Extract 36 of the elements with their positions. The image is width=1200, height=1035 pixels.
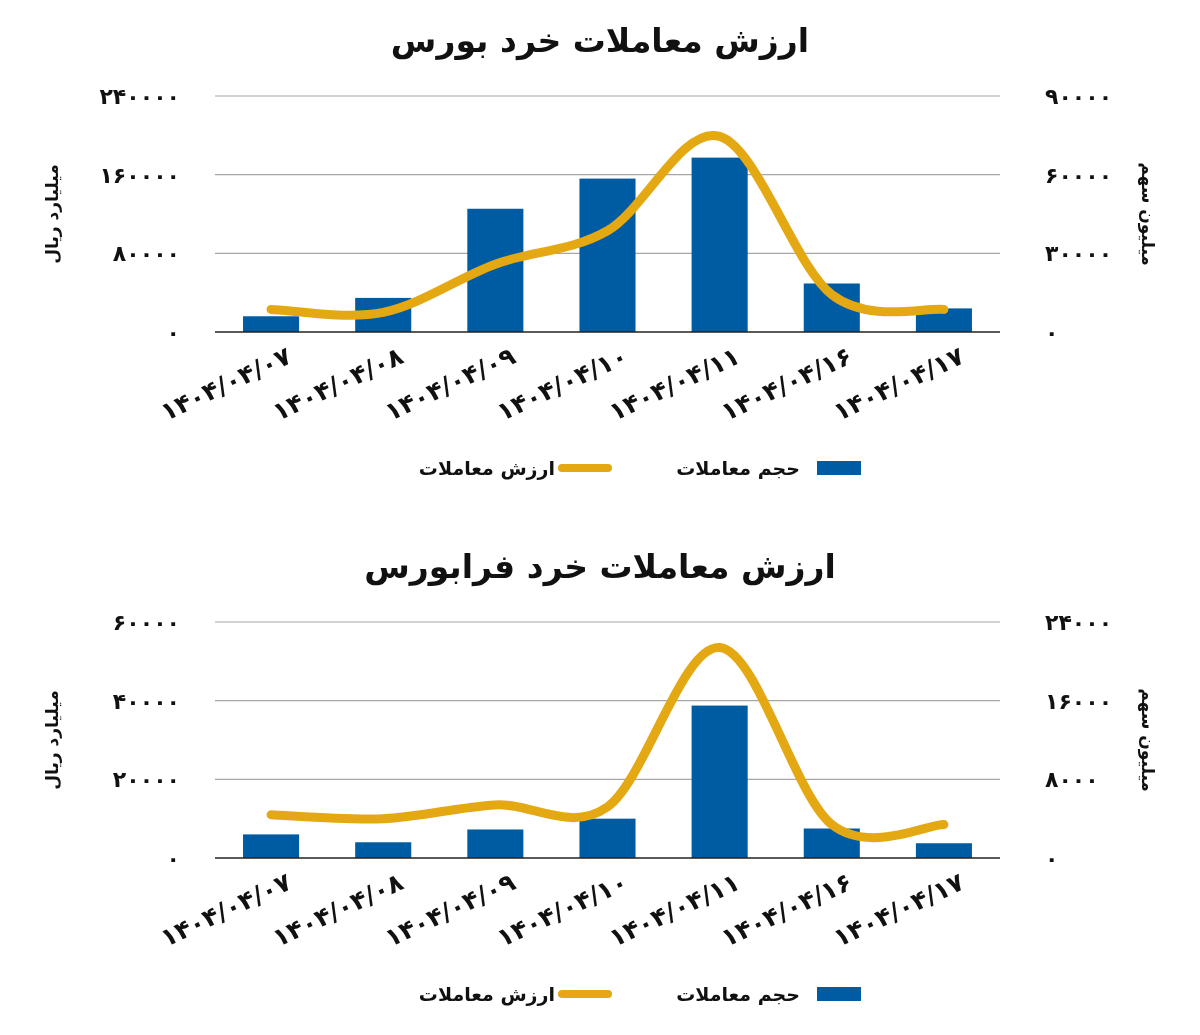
bar: [467, 829, 524, 858]
bar: [691, 157, 748, 332]
chart-title: ارزش معاملات خرد فرابورس: [364, 547, 836, 587]
y-tick-label: ۸۰۰۰۰: [112, 241, 180, 267]
y-axis-title: میلیارد ریال: [42, 690, 62, 790]
y-tick-label: ۶۰۰۰۰: [112, 610, 180, 635]
y2-tick-label: ۶۰۰۰۰: [1045, 162, 1113, 188]
y2-tick-label: ۰: [1045, 320, 1059, 345]
y2-axis-title: میلیون سهم: [1137, 688, 1158, 792]
bar: [915, 843, 972, 858]
bar: [691, 705, 748, 858]
legend-label: ارزش معاملات: [418, 457, 555, 480]
y-axis-title: میلیارد ریال: [42, 164, 62, 264]
y-tick-label: ۱۶۰۰۰۰: [99, 162, 180, 188]
y-tick-label: ۰: [166, 320, 180, 345]
y2-tick-label: ۹۰۰۰۰: [1045, 84, 1113, 109]
y2-tick-label: ۱۶۰۰۰: [1045, 688, 1113, 714]
bar: [243, 316, 300, 332]
y-tick-label: ۴۰۰۰۰: [112, 688, 180, 714]
bar: [579, 178, 636, 332]
y2-tick-label: ۲۴۰۰۰: [1045, 610, 1113, 635]
bar: [243, 834, 300, 858]
y-tick-label: ۰: [166, 846, 180, 871]
bar: [355, 842, 412, 858]
legend-label: حجم معاملات: [676, 457, 800, 479]
y-tick-label: ۲۴۰۰۰۰: [99, 84, 180, 109]
y2-tick-label: ۰: [1045, 846, 1059, 871]
legend-label: ارزش معاملات: [418, 983, 555, 1006]
bar: [467, 208, 524, 332]
y-tick-label: ۲۰۰۰۰: [112, 767, 180, 793]
y2-tick-label: ۸۰۰۰: [1045, 767, 1099, 793]
legend-label: حجم معاملات: [676, 983, 800, 1005]
y2-axis-title: میلیون سهم: [1137, 162, 1158, 266]
y2-tick-label: ۳۰۰۰۰: [1045, 241, 1113, 267]
chart-title: ارزش معاملات خرد بورس: [390, 21, 810, 61]
bar: [579, 818, 636, 858]
